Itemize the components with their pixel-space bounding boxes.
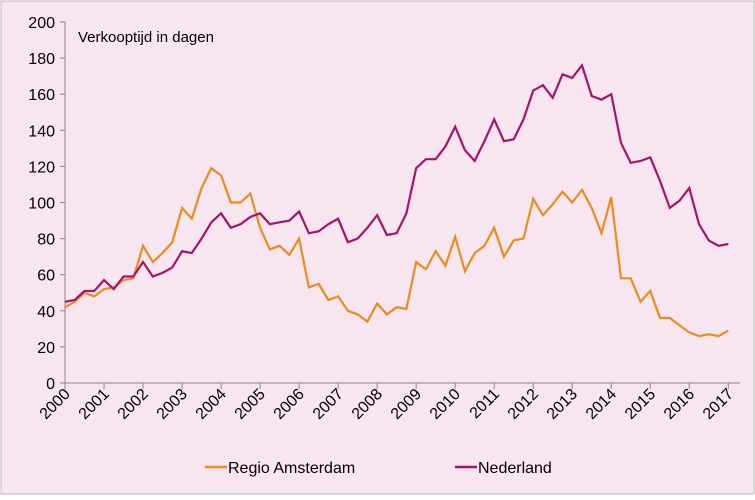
y-tick-label: 40 [37, 304, 55, 321]
legend-label: Regio Amsterdam [228, 460, 355, 477]
y-tick-label: 100 [28, 196, 55, 213]
legend-label: Nederland [478, 460, 552, 477]
series-line [64, 62, 729, 303]
y-tick-label: 180 [28, 51, 55, 68]
y-tick-label: 140 [28, 123, 55, 140]
y-tick-label: 120 [28, 159, 55, 176]
y-tick-label: 0 [46, 376, 55, 393]
series-line [64, 166, 729, 338]
chart-title: Verkooptijd in dagen [78, 29, 214, 46]
y-tick-label: 20 [37, 340, 55, 357]
y-tick-label: 200 [28, 15, 55, 32]
y-tick-label: 60 [37, 268, 55, 285]
y-tick-label: 80 [37, 232, 55, 249]
y-tick-label: 160 [28, 87, 55, 104]
